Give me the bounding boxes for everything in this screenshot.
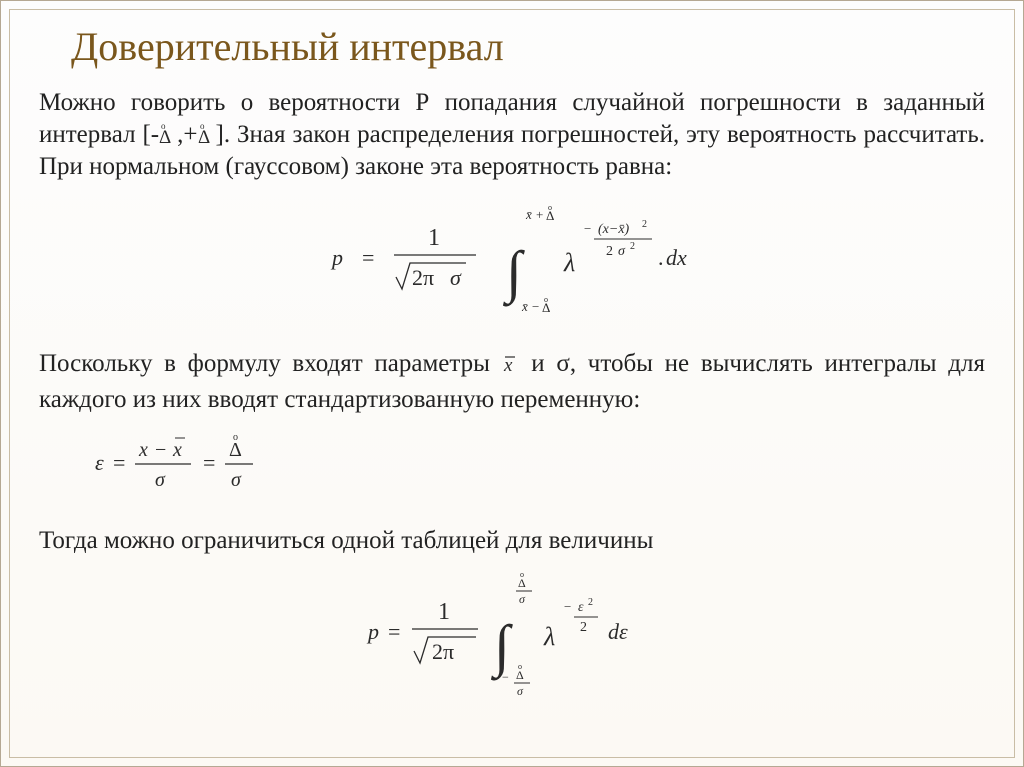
svg-text:ε: ε xyxy=(95,450,104,475)
svg-text:σ: σ xyxy=(517,684,524,697)
paragraph-2: Поскольку в формулу входят параметры x и… xyxy=(39,348,985,416)
svg-text:x̄: x̄ xyxy=(525,207,532,222)
svg-text:∫: ∫ xyxy=(502,239,525,307)
svg-text:x: x xyxy=(172,439,182,461)
svg-text:ε: ε xyxy=(578,600,584,615)
svg-text:Δ: Δ xyxy=(229,439,242,461)
formula-1-svg: p = 1 2π σ ∫ x̄ + o Δ xyxy=(302,193,722,323)
delta-ring-icon: oΔ xyxy=(159,122,177,154)
svg-text:(x−x̄): (x−x̄) xyxy=(598,222,630,237)
svg-text:Δ: Δ xyxy=(518,576,526,590)
svg-text:p: p xyxy=(330,245,343,270)
svg-text:2: 2 xyxy=(642,219,647,230)
svg-text:σ: σ xyxy=(231,469,242,491)
svg-text:−: − xyxy=(532,299,539,314)
svg-text:x: x xyxy=(503,355,513,375)
svg-text:+: + xyxy=(536,207,543,222)
svg-text:λ: λ xyxy=(563,248,575,277)
svg-text:Δ: Δ xyxy=(546,208,554,223)
svg-text:−: − xyxy=(502,670,509,684)
svg-text:−: − xyxy=(155,439,166,461)
slide-content: Можно говорить о вероятности Р попадания… xyxy=(39,87,985,722)
svg-text:.: . xyxy=(658,245,664,270)
svg-text:2: 2 xyxy=(588,597,593,608)
formula-3-svg: p = 1 2π ∫ o Δ σ − o xyxy=(352,567,672,697)
formula-3: p = 1 2π ∫ o Δ σ − o xyxy=(39,567,985,706)
svg-text:−: − xyxy=(564,599,571,614)
delta-ring-icon: oΔ xyxy=(198,122,216,154)
slide-frame: Доверительный интервал Можно говорить о … xyxy=(0,0,1024,767)
svg-text:λ: λ xyxy=(543,622,555,651)
svg-text:Δ: Δ xyxy=(542,300,550,315)
formula-2-svg: ε = x − x σ = o Δ σ xyxy=(93,426,313,500)
svg-text:2π: 2π xyxy=(432,639,454,664)
svg-text:Δ: Δ xyxy=(159,127,171,145)
svg-text:2: 2 xyxy=(580,620,587,635)
paragraph-3: Тогда можно ограничиться одной таблицей … xyxy=(39,525,985,557)
slide-title: Доверительный интервал xyxy=(71,23,504,70)
paragraph-1: Можно говорить о вероятности Р попадания… xyxy=(39,87,985,183)
svg-text:σ: σ xyxy=(519,592,526,606)
svg-text:2: 2 xyxy=(630,241,635,252)
svg-text:Δ: Δ xyxy=(516,668,524,682)
svg-text:p: p xyxy=(366,619,379,644)
svg-text:σ: σ xyxy=(618,244,626,259)
svg-text:σ: σ xyxy=(155,469,166,491)
svg-text:=: = xyxy=(113,450,125,475)
svg-text:2: 2 xyxy=(606,244,613,259)
svg-text:2π: 2π xyxy=(412,265,434,290)
svg-text:=: = xyxy=(362,245,374,270)
formula-1: p = 1 2π σ ∫ x̄ + o Δ xyxy=(39,193,985,332)
svg-text:=: = xyxy=(203,450,215,475)
svg-text:dx: dx xyxy=(666,245,687,270)
svg-text:=: = xyxy=(388,619,400,644)
x-bar-icon: x xyxy=(502,352,520,384)
svg-text:x: x xyxy=(138,439,148,461)
svg-text:x̄: x̄ xyxy=(521,299,528,314)
svg-text:1: 1 xyxy=(428,225,440,251)
p1-mid: ,+ xyxy=(177,121,197,148)
svg-text:Δ: Δ xyxy=(198,127,210,145)
svg-text:dε: dε xyxy=(608,619,628,644)
svg-text:−: − xyxy=(584,221,591,236)
svg-text:σ: σ xyxy=(450,265,462,290)
svg-text:1: 1 xyxy=(438,599,450,625)
p2-pre: Поскольку в формулу входят параметры xyxy=(39,350,502,377)
formula-2: ε = x − x σ = o Δ σ xyxy=(39,426,985,509)
